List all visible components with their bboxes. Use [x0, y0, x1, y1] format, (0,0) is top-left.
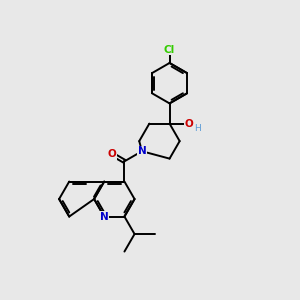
Text: H: H: [194, 124, 200, 133]
Text: O: O: [108, 149, 117, 159]
Text: N: N: [138, 146, 146, 156]
Text: Cl: Cl: [164, 45, 175, 55]
Text: N: N: [100, 212, 109, 221]
Text: O: O: [185, 118, 194, 129]
